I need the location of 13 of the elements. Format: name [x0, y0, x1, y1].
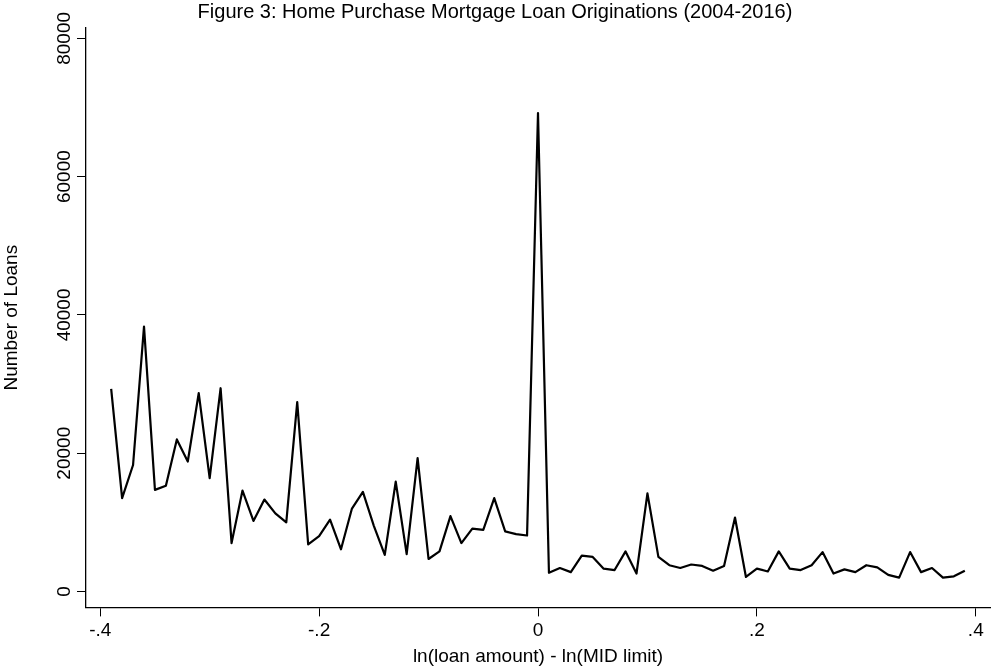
y-tick-label: 40000 [52, 288, 74, 342]
x-tick-label: -.2 [308, 619, 331, 641]
y-tick-label: 0 [52, 586, 74, 597]
x-tick-label: -.4 [89, 619, 112, 641]
x-tick-label: .2 [748, 619, 765, 641]
chart-title: Figure 3: Home Purchase Mortgage Loan Originations (2004-2016) [197, 0, 793, 22]
x-tick-label: .4 [967, 619, 985, 641]
y-tick-label: 60000 [52, 150, 74, 204]
x-tick-label: 0 [532, 619, 544, 641]
y-axis-title: Number of Loans [0, 244, 21, 391]
y-tick-label: 20000 [52, 426, 74, 480]
x-axis-title: ln(loan amount) - ln(MID limit) [412, 644, 664, 666]
y-tick-label: 80000 [52, 11, 74, 65]
